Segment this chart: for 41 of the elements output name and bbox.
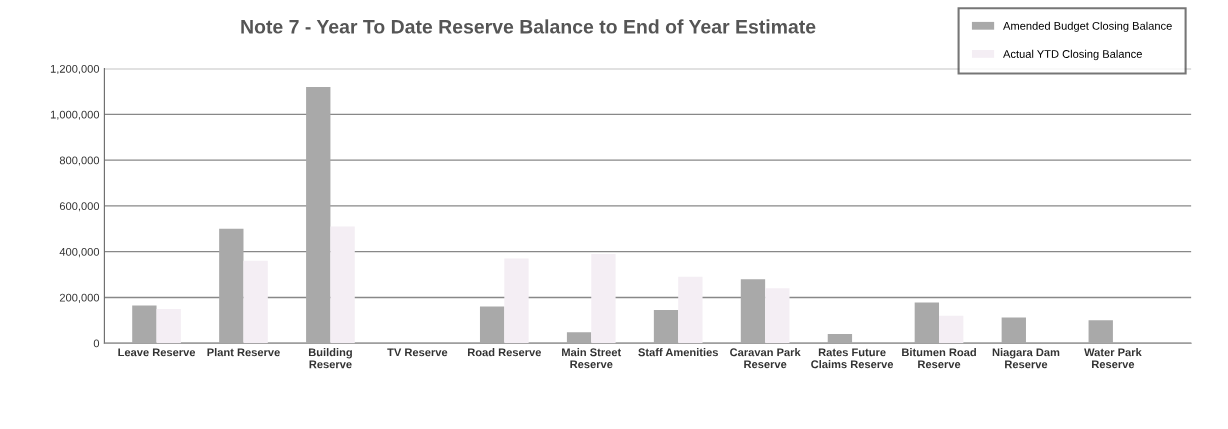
x-tick-label: Staff Amenities [638, 348, 718, 357]
y-tick-label: 800,000 [59, 156, 100, 166]
bar [827, 334, 853, 344]
x-tick-label: Niagara Dam Reserve [992, 348, 1060, 369]
bar [653, 310, 679, 344]
bar [1088, 320, 1113, 344]
x-tick-label: Main Street Reserve [562, 348, 622, 369]
bar [740, 279, 766, 344]
y-tick-label: 200,000 [59, 293, 100, 303]
bar [479, 306, 505, 344]
bar [504, 258, 529, 344]
bar [306, 86, 331, 344]
bar [330, 226, 355, 344]
bar [765, 288, 790, 344]
y-tick-label: 1,200,000 [50, 64, 100, 75]
bar [566, 332, 592, 344]
bar [678, 276, 703, 344]
y-tick-label: 400,000 [59, 247, 100, 258]
bar [132, 305, 157, 344]
y-tick-label: 1,000,000 [50, 110, 100, 120]
bar [1001, 317, 1026, 344]
x-tick-label: Caravan Park Reserve [730, 348, 801, 369]
x-tick-label: Leave Reserve [118, 348, 196, 357]
y-tick-label: 0 [93, 339, 100, 348]
x-tick-label: Bitumen Road Reserve [902, 348, 976, 369]
x-tick-label: TV Reserve [387, 348, 448, 357]
x-tick-label: Plant Reserve [207, 348, 280, 357]
bar [914, 302, 940, 344]
bar [591, 253, 616, 344]
chart-title: Note 7 - Year To Date Reserve Balance to End of Year Estimate [241, 19, 816, 34]
bar [243, 260, 268, 344]
legend-label: Actual YTD Closing Balance [1003, 49, 1142, 61]
bar [219, 228, 244, 344]
y-tick-label: 600,000 [59, 202, 100, 212]
bar [156, 308, 181, 344]
x-tick-label: Road Reserve [468, 348, 541, 357]
x-tick-label: Rates Future Claims Reserve [811, 348, 894, 369]
bar [939, 315, 964, 344]
x-tick-label: Building Reserve [308, 348, 352, 369]
x-tick-label: Water Park Reserve [1084, 348, 1142, 369]
legend-label: Amended Budget Closing Balance [1003, 21, 1172, 32]
